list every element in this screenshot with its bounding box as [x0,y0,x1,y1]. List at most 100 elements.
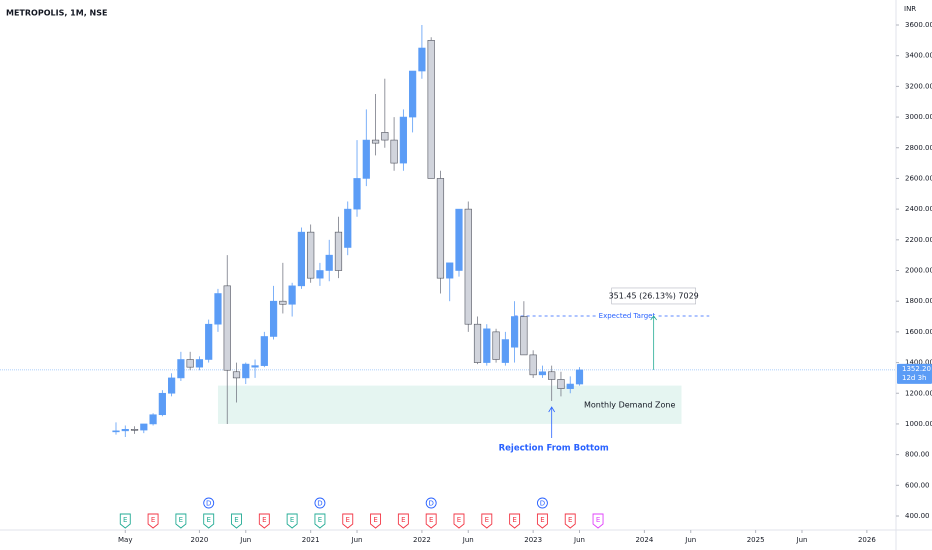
candle-body [334,231,343,271]
candle-body [316,270,324,279]
candle-body [548,371,556,380]
candle-body [269,300,278,337]
candle-body [529,354,537,376]
candle-body [538,371,547,376]
event-icon [564,513,576,529]
countdown-label: 12d 3h [902,374,926,382]
event-label: E [568,516,572,524]
event-label: E [318,516,322,524]
event-icon [481,513,493,529]
event-label: E [234,516,238,524]
measure-label: 351.45 (26.13%) 7029 [609,291,699,300]
candle-body [511,316,519,348]
dividend-label: D [428,500,433,508]
demand-zone-label: Monthly Demand Zone [584,400,675,409]
y-tick-label: 2400.00 [905,205,932,213]
measure-box [611,287,696,305]
candle-body [242,363,250,379]
y-tick-label: 400.00 [905,512,930,520]
last-price-label: 1352.20 [902,365,931,373]
event-icon [370,513,382,529]
y-tick-label: 800.00 [905,451,930,459]
event-icon [175,513,187,529]
y-tick-label: 3000.00 [905,113,932,121]
y-tick-label: 2000.00 [905,267,932,275]
candle-body [260,336,268,366]
candle-body [418,47,426,72]
event-icon [592,513,604,529]
x-tick-label: Jun [462,536,474,544]
dividend-label: D [206,500,211,508]
event-icon [536,513,548,529]
dividend-icon [425,497,437,509]
x-tick-label: 2021 [302,536,320,544]
candle-body [381,132,389,141]
candle-body [297,231,306,287]
candle-body [353,178,361,210]
candle-body [186,359,194,368]
event-icon [425,513,437,529]
last-price-box [897,363,932,384]
candle-body [325,254,333,271]
event-label: E [401,516,405,524]
x-tick-label: 2025 [747,536,765,544]
candle-body [112,430,120,433]
candle-body [473,323,482,363]
candle-body [362,139,370,179]
y-tick-label: 2600.00 [905,174,932,182]
x-tick-label: 2024 [635,536,653,544]
event-icon [119,513,131,529]
event-icon [453,513,465,529]
x-tick-label: 2023 [524,536,542,544]
candle-body [446,262,454,279]
y-tick-label: 1200.00 [905,389,932,397]
x-tick-label: Jun [684,536,696,544]
event-label: E [123,516,127,524]
x-tick-label: 2026 [858,536,876,544]
dividend-icon [314,497,326,509]
dividend-icon [536,497,548,509]
x-tick-label: May [118,536,132,544]
candle-body [168,377,176,394]
candle-body [130,429,139,431]
rejection-arrow-head [548,406,556,413]
candle-body [427,40,435,179]
rejection-label: Rejection From Bottom [499,444,609,454]
event-label: E [429,516,433,524]
target-label-bg [597,310,656,321]
y-tick-label: 1400.00 [905,359,932,367]
candle-body [279,300,287,305]
candle-body [501,339,509,363]
candle-body [371,139,380,144]
candle-body [205,323,213,360]
candle-body [158,392,166,416]
x-tick-label: Jun [573,536,585,544]
event-label: E [485,516,489,524]
candle-body [232,371,241,379]
candle-body [492,331,500,360]
event-icon [258,513,270,529]
y-tick-label: 3200.00 [905,82,932,90]
event-label: E [540,516,544,524]
dividend-icon [203,497,215,509]
event-icon [314,513,326,529]
currency: INR [904,5,916,13]
event-icon [147,513,159,529]
dividend-label: D [317,500,322,508]
candle-body [575,369,584,385]
candle-body [251,365,259,368]
y-tick-label: 3400.00 [905,52,932,60]
event-icon [203,513,215,529]
x-tick-label: Jun [351,536,363,544]
candle-body [399,116,407,164]
event-icon [342,513,354,529]
y-tick-label: 1800.00 [905,297,932,305]
event-label: E [262,516,266,524]
candle-body [520,316,528,356]
chart-title: METROPOLIS, 1M, NSE [6,9,107,18]
measure-arrow-head [650,315,657,321]
candle-body [288,285,296,305]
x-tick-label: Jun [796,536,808,544]
candle-body [464,208,472,325]
